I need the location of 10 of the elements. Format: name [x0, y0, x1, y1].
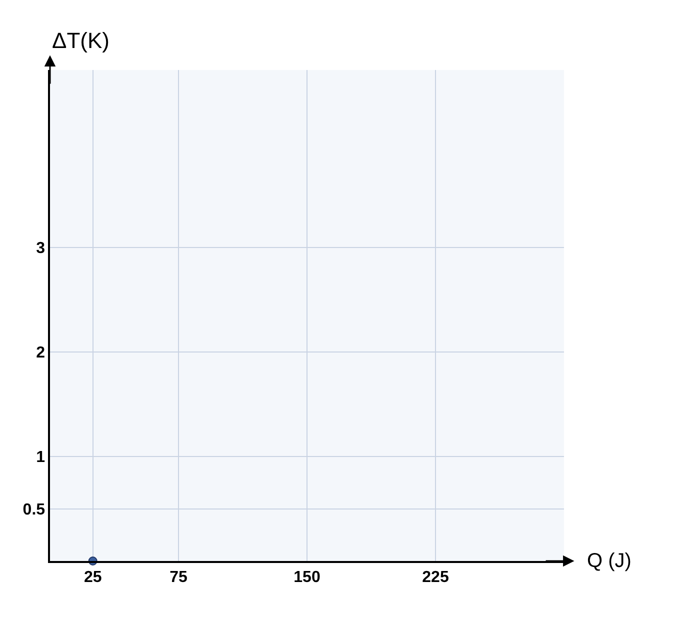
y-tick-label: 0.5	[22, 501, 46, 518]
y-tick-label: 2	[36, 344, 46, 362]
x-tick-label: 75	[170, 568, 188, 586]
x-tick-label: 225	[422, 568, 449, 586]
y-axis-title: ΔT(K)	[52, 28, 110, 53]
x-tick-label: 25	[84, 568, 102, 586]
y-tick-label: 1	[36, 449, 46, 466]
x-axis-title: Q (J)	[587, 550, 632, 572]
x-tick-label: 150	[294, 568, 320, 586]
y-tick-label: 3	[36, 240, 46, 258]
